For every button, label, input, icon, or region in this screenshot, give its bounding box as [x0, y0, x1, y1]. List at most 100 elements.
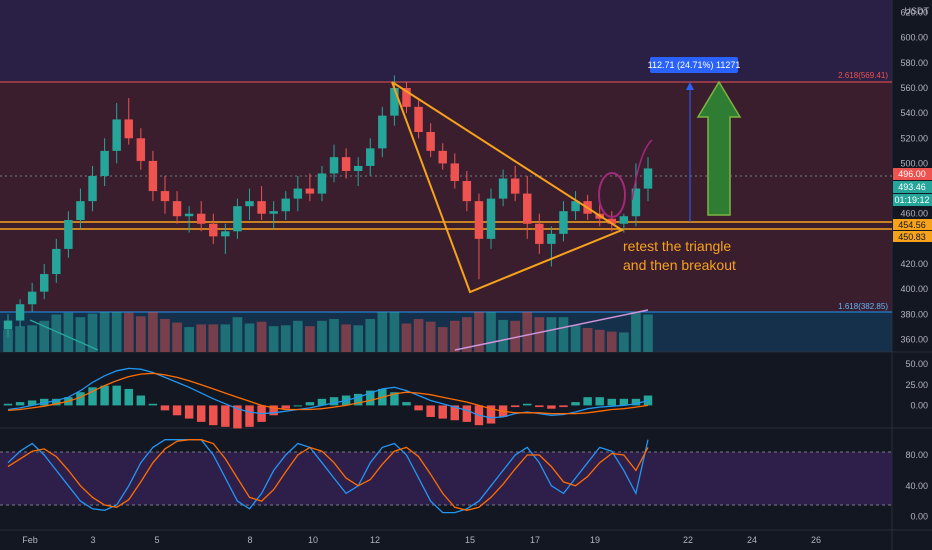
candle[interactable]: [366, 138, 375, 176]
candle[interactable]: [293, 176, 303, 212]
macd-hist-bar: [426, 405, 435, 417]
annotation-line-1[interactable]: retest the triangle: [623, 238, 731, 254]
volume-bar: [15, 326, 25, 352]
candle-body: [233, 206, 242, 232]
time-axis[interactable]: Feb 3 5 8 10 12 15 17 19 22 24 26: [22, 535, 821, 545]
volume-trendline-left[interactable]: [29, 319, 99, 351]
candle[interactable]: [317, 165, 327, 202]
candle[interactable]: [498, 169, 508, 207]
candle[interactable]: [474, 193, 484, 280]
candle-body: [269, 211, 278, 214]
measure-tag[interactable]: [650, 57, 738, 73]
candlestick-series[interactable]: [3, 75, 653, 337]
candle[interactable]: [631, 163, 641, 227]
candle[interactable]: [184, 206, 194, 233]
candle[interactable]: [112, 103, 121, 164]
candle[interactable]: [281, 191, 290, 220]
candle[interactable]: [378, 106, 387, 158]
candle[interactable]: [450, 153, 460, 189]
candle[interactable]: [27, 282, 37, 312]
candle[interactable]: [462, 170, 472, 212]
time-tick-label: 10: [308, 535, 318, 545]
candle-body: [353, 165, 363, 171]
candle-body: [329, 157, 339, 174]
candle[interactable]: [136, 128, 146, 170]
candle[interactable]: [607, 211, 616, 232]
volume-trendline-right[interactable]: [454, 309, 649, 351]
stoch-axis[interactable]: 80.00 40.00 0.00: [905, 450, 928, 521]
candle[interactable]: [257, 186, 266, 220]
candle-body: [474, 201, 484, 239]
candle[interactable]: [619, 213, 629, 233]
candle[interactable]: [341, 148, 351, 179]
breakout-curve[interactable]: [631, 139, 653, 201]
candle[interactable]: [426, 123, 435, 158]
candle-body: [15, 304, 25, 321]
macd-hist-bar: [27, 400, 37, 406]
candle[interactable]: [160, 176, 170, 214]
volume-bar: [63, 312, 74, 352]
candle[interactable]: [305, 173, 315, 202]
candle[interactable]: [124, 98, 133, 145]
triangle-drawing[interactable]: [391, 81, 625, 294]
candle[interactable]: [438, 143, 447, 170]
volume-bar: [341, 324, 351, 352]
price-tick-label: 360.00: [900, 334, 928, 344]
candle[interactable]: [245, 188, 254, 220]
macd-hist-bar: [293, 405, 303, 407]
candle[interactable]: [221, 223, 230, 254]
annotation-line-2[interactable]: and then breakout: [623, 257, 736, 273]
candle[interactable]: [100, 138, 109, 187]
level-b-tag[interactable]: [893, 231, 932, 242]
macd-hist-bar: [196, 405, 206, 422]
candle-body: [378, 115, 387, 149]
last-price-tag[interactable]: [893, 168, 932, 180]
volume-bar: [87, 313, 98, 352]
signal-line: [7, 372, 649, 415]
candle-body: [281, 198, 290, 212]
candle[interactable]: [52, 238, 61, 283]
candle[interactable]: [414, 100, 423, 139]
candle[interactable]: [88, 165, 97, 212]
candle[interactable]: [148, 150, 158, 202]
macd-hist-bar: [366, 390, 375, 406]
candle-body: [136, 138, 146, 161]
second-price-tag[interactable]: [893, 181, 932, 193]
stoch-d-line: [7, 439, 649, 511]
macd-axis[interactable]: 50.00 25.00 0.00: [905, 359, 928, 410]
candle[interactable]: [76, 188, 85, 229]
candle[interactable]: [402, 81, 411, 114]
price-tick-label: 600.00: [900, 33, 928, 43]
candle[interactable]: [196, 201, 206, 232]
countdown-tag[interactable]: [893, 194, 932, 206]
candle[interactable]: [486, 188, 496, 249]
candle[interactable]: [269, 201, 278, 229]
retest-ellipse[interactable]: [598, 172, 626, 218]
candle-body: [76, 201, 85, 220]
candle[interactable]: [40, 264, 49, 300]
candle[interactable]: [571, 191, 580, 220]
candle[interactable]: [233, 198, 242, 239]
price-axis[interactable]: 620.00 600.00 580.00 560.00 540.00 520.00 500.…: [900, 8, 928, 345]
candle[interactable]: [523, 176, 532, 239]
candle[interactable]: [209, 213, 218, 244]
level-a-tag[interactable]: [893, 219, 932, 230]
candle[interactable]: [643, 157, 653, 202]
fib-lower-zone: [0, 312, 892, 352]
up-arrow-icon[interactable]: [696, 80, 742, 216]
candle[interactable]: [3, 314, 13, 337]
candle[interactable]: [15, 299, 25, 327]
candle[interactable]: [510, 165, 520, 202]
second-price-value: 493.46: [898, 182, 926, 192]
candle[interactable]: [559, 201, 568, 242]
candle[interactable]: [64, 211, 73, 258]
candle[interactable]: [535, 213, 544, 254]
candle[interactable]: [353, 157, 363, 187]
candle[interactable]: [329, 144, 339, 183]
macd-hist-bar: [462, 405, 472, 422]
volume-bar: [510, 320, 520, 352]
candle[interactable]: [172, 191, 182, 224]
candle-body: [366, 148, 375, 166]
